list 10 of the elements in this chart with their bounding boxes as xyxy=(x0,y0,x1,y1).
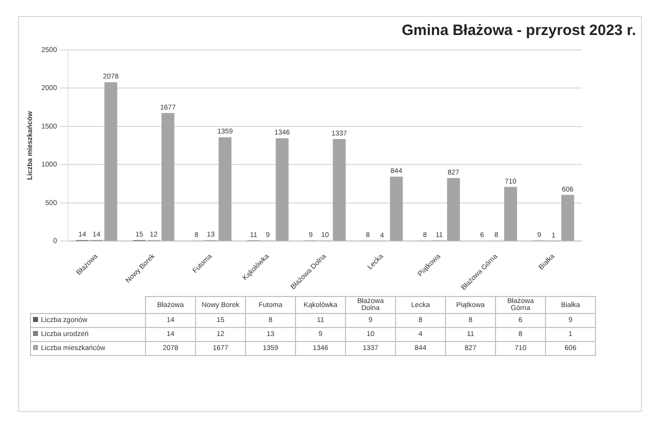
bar xyxy=(276,138,289,241)
bar xyxy=(218,137,232,241)
bar xyxy=(504,186,518,241)
chart-title: Gmina Błażowa - przyrost 2023 r. xyxy=(402,22,636,39)
bar xyxy=(332,138,346,241)
bar xyxy=(161,112,174,241)
bar xyxy=(561,194,574,241)
bar xyxy=(447,178,460,241)
bar xyxy=(104,82,118,241)
bar xyxy=(390,176,403,241)
